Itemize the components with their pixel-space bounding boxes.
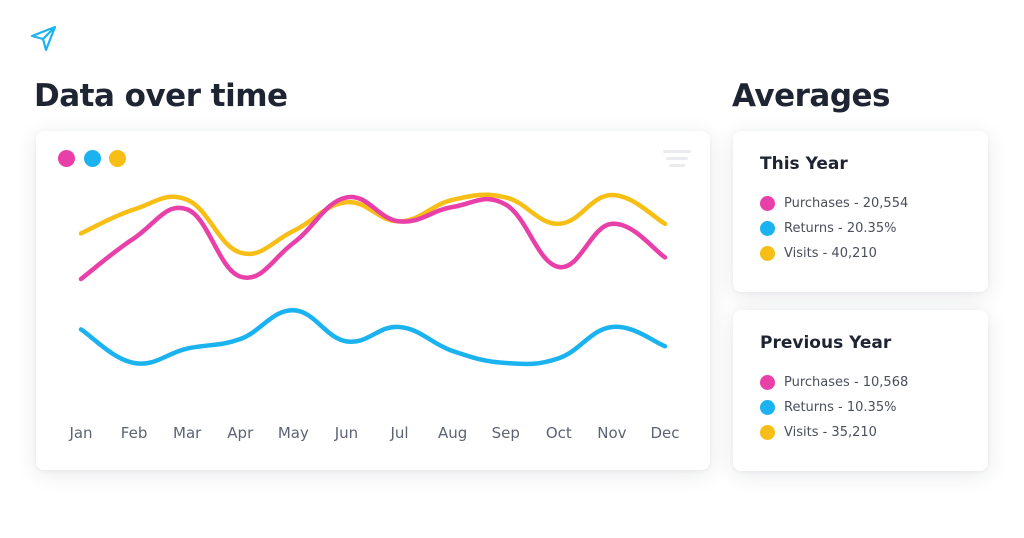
x-tick-label: May <box>278 424 309 442</box>
x-tick-label: Jun <box>334 424 358 442</box>
x-tick-label: Dec <box>650 424 679 442</box>
returns-dot <box>760 400 775 415</box>
x-tick-label: Feb <box>121 424 148 442</box>
stat-visits: Visits - 35,210 <box>760 420 908 445</box>
x-tick-label: Jul <box>389 424 408 442</box>
x-tick-label: Apr <box>227 424 254 442</box>
series-line-returns <box>78 307 668 367</box>
averages-title: Averages <box>732 78 891 114</box>
stat-purchases: Purchases - 20,554 <box>760 191 908 216</box>
x-tick-label: Oct <box>546 424 572 442</box>
stat-visits: Visits - 40,210 <box>760 241 908 266</box>
returns-dot <box>760 221 775 236</box>
menu-icon[interactable] <box>663 150 691 167</box>
stat-returns: Returns - 10.35% <box>760 395 908 420</box>
x-tick-label: Aug <box>438 424 467 442</box>
x-tick-label: Nov <box>597 424 626 442</box>
series-line-visits <box>78 192 668 257</box>
stat-returns: Returns - 20.35% <box>760 216 908 241</box>
stat-label: Visits - 35,210 <box>784 425 877 440</box>
purchases-dot <box>760 375 775 390</box>
legend-dot-purchases[interactable] <box>58 150 75 167</box>
visits-dot <box>760 246 775 261</box>
line-chart: Jan Feb Mar Apr May Jun Jul Aug Sep Oct Nov Dec <box>68 192 680 442</box>
this-year-card: This Year Purchases - 20,554 Returns - 2… <box>733 131 988 292</box>
x-tick-label: Sep <box>492 424 520 442</box>
stat-label: Purchases - 20,554 <box>784 196 909 211</box>
stat-label: Purchases - 10,568 <box>784 375 909 390</box>
previous-year-card: Previous Year Purchases - 10,568 Returns… <box>733 310 988 471</box>
previous-year-title: Previous Year <box>760 333 892 353</box>
x-tick-label: Jan <box>68 424 92 442</box>
series-line-purchases <box>78 194 668 282</box>
this-year-list: Purchases - 20,554 Returns - 20.35% Visi… <box>760 191 908 266</box>
x-tick-label: Mar <box>173 424 202 442</box>
legend-dot-returns[interactable] <box>84 150 101 167</box>
purchases-dot <box>760 196 775 211</box>
paper-plane-icon[interactable] <box>28 22 60 54</box>
stat-label: Returns - 20.35% <box>784 221 897 236</box>
visits-dot <box>760 425 775 440</box>
stat-label: Visits - 40,210 <box>784 246 877 261</box>
page-title: Data over time <box>34 78 288 114</box>
legend-dot-visits[interactable] <box>109 150 126 167</box>
chart-card: Jan Feb Mar Apr May Jun Jul Aug Sep Oct Nov Dec <box>36 131 710 470</box>
stat-label: Returns - 10.35% <box>784 400 897 415</box>
stat-purchases: Purchases - 10,568 <box>760 370 908 395</box>
previous-year-list: Purchases - 10,568 Returns - 10.35% Visi… <box>760 370 908 445</box>
this-year-title: This Year <box>760 154 848 174</box>
